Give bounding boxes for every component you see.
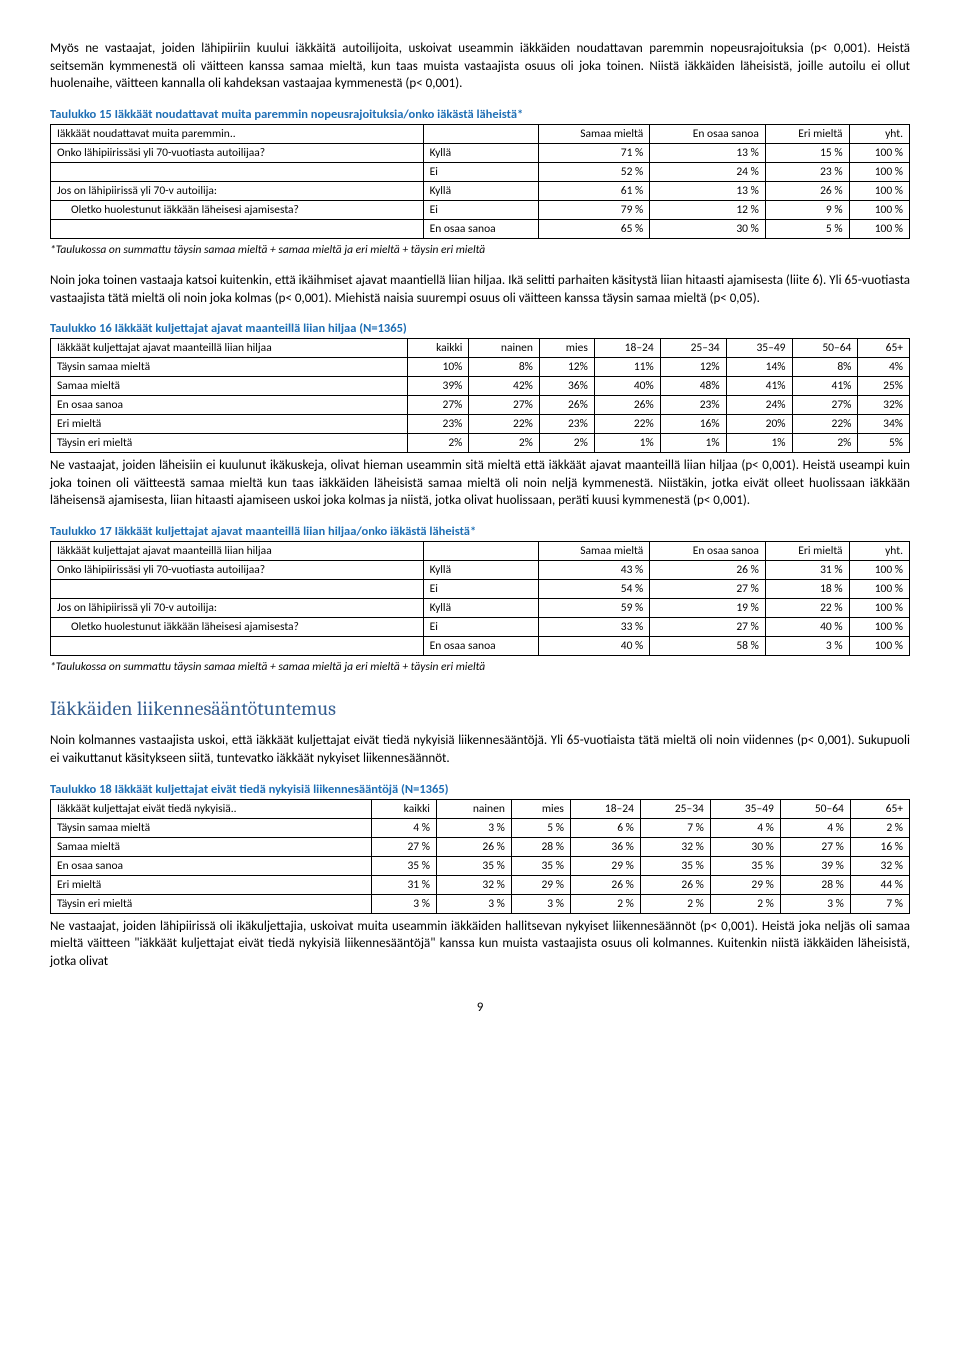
paragraph: Myös ne vastaajat, joiden lähipiiriin ku… [50, 40, 910, 93]
paragraph: Noin kolmannes vastaajista uskoi, että i… [50, 732, 910, 767]
paragraph: Ne vastaajat, joiden lähipiirissä oli ik… [50, 918, 910, 971]
paragraph: Noin joka toinen vastaaja katsoi kuitenk… [50, 272, 910, 307]
section-heading: Iäkkäiden liikennesääntötuntemus [50, 697, 910, 720]
table-17-title: Taulukko 17 Iäkkäät kuljettajat ajavat m… [50, 524, 910, 539]
table-17: Iäkkäät kuljettajat ajavat maanteillä li… [50, 541, 910, 656]
table-15-footnote: *Taulukossa on summattu täysin samaa mie… [50, 243, 910, 259]
table-15-title: Taulukko 15 Iäkkäät noudattavat muita pa… [50, 107, 910, 122]
paragraph: Ne vastaajat, joiden läheisiin ei kuulun… [50, 457, 910, 510]
table-17-footnote: *Taulukossa on summattu täysin samaa mie… [50, 660, 910, 676]
table-18-title: Taulukko 18 Iäkkäät kuljettajat eivät ti… [50, 782, 910, 797]
table-15: Iäkkäät noudattavat muita paremmin..Sama… [50, 124, 910, 239]
table-18: Iäkkäät kuljettajat eivät tiedä nykyisiä… [50, 799, 910, 914]
table-16: Iäkkäät kuljettajat ajavat maanteillä li… [50, 338, 910, 453]
page-number: 9 [50, 1000, 910, 1015]
table-16-title: Taulukko 16 Iäkkäät kuljettajat ajavat m… [50, 321, 910, 336]
